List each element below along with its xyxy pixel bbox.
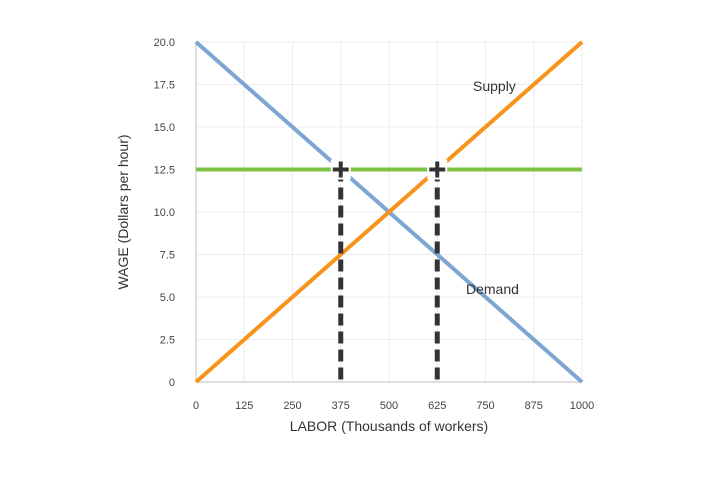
y-tick-label: 2.5 <box>160 335 175 347</box>
y-tick-label: 15.0 <box>154 122 175 134</box>
x-axis-title: LABOR (Thousands of workers) <box>290 418 488 434</box>
axes <box>195 42 582 383</box>
y-tick-label: 10.0 <box>154 207 175 219</box>
y-tick-label: 20.0 <box>154 37 175 49</box>
x-tick-label: 125 <box>235 400 253 412</box>
plus-marker <box>330 159 351 180</box>
x-tick-label: 500 <box>380 400 398 412</box>
x-tick-label: 375 <box>332 400 350 412</box>
y-tick-label: 0 <box>169 377 175 389</box>
y-tick-label: 5.0 <box>160 292 175 304</box>
y-tick-label: 12.5 <box>154 165 175 177</box>
x-tick-label: 625 <box>428 400 446 412</box>
x-tick-label: 250 <box>283 400 301 412</box>
y-tick-label: 7.5 <box>160 250 175 262</box>
y-tick-labels: 0 2.5 5.0 7.5 10.0 12.5 15.0 17.5 20.0 <box>154 37 175 389</box>
y-axis-title: WAGE (Dollars per hour) <box>115 134 131 289</box>
plus-marker <box>427 159 448 180</box>
supply-line <box>194 40 584 384</box>
x-tick-label: 875 <box>525 400 543 412</box>
x-tick-labels: 0 125 250 375 500 625 750 875 1000 <box>193 400 594 412</box>
intersection-markers <box>330 159 448 180</box>
supply-label: Supply <box>473 78 516 94</box>
y-tick-label: 17.5 <box>154 80 175 92</box>
x-tick-label: 0 <box>193 400 199 412</box>
series-lines <box>194 40 584 384</box>
x-tick-label: 1000 <box>570 400 594 412</box>
demand-label: Demand <box>466 281 519 297</box>
x-tick-label: 750 <box>476 400 494 412</box>
